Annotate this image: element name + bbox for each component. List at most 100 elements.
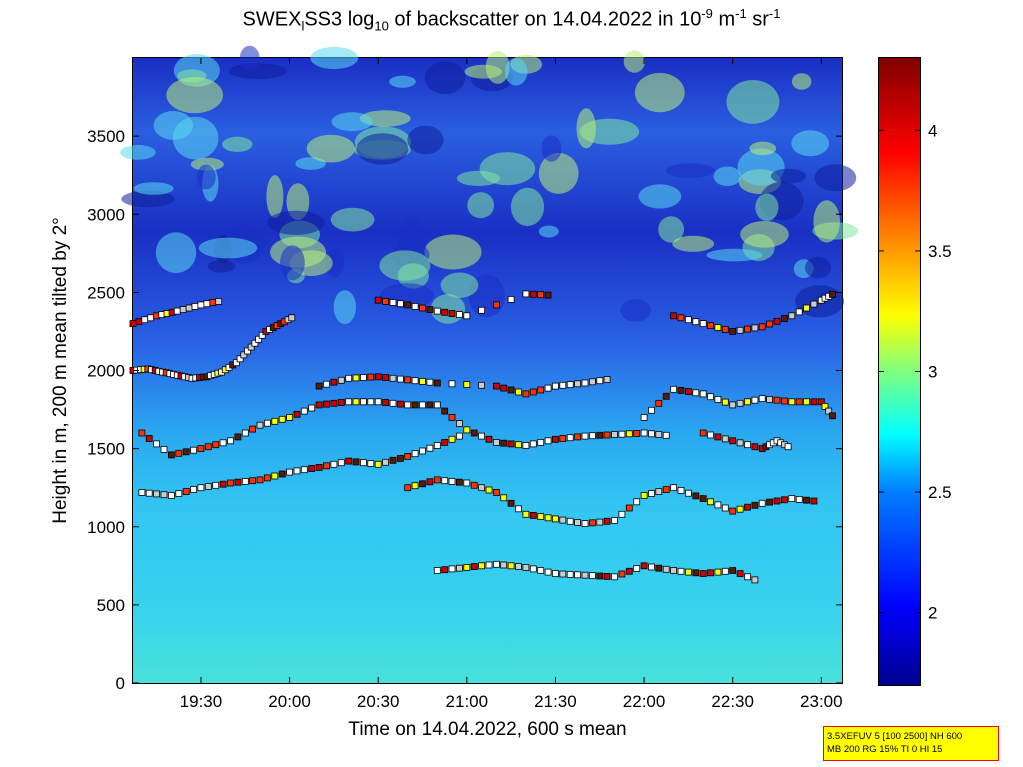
layer-marker — [426, 444, 434, 452]
layer-marker — [596, 377, 604, 385]
layer-marker — [581, 432, 589, 440]
layer-marker — [492, 438, 500, 446]
layer-marker — [537, 386, 545, 394]
layer-marker — [648, 406, 655, 414]
layer-marker — [544, 291, 552, 299]
layer-marker — [359, 459, 367, 467]
layer-marker — [773, 317, 781, 325]
layer-marker — [707, 322, 714, 330]
layer-marker — [241, 477, 249, 485]
layer-marker — [129, 320, 137, 328]
backscatter-patch — [706, 248, 763, 262]
backscatter-patch — [813, 200, 840, 243]
layer-marker — [781, 315, 788, 322]
layer-marker — [455, 432, 463, 440]
layer-marker — [463, 426, 471, 434]
layer-marker — [190, 486, 198, 494]
layer-marker — [685, 388, 692, 396]
layer-marker — [141, 316, 149, 324]
layer-marker — [795, 308, 803, 316]
layer-marker — [278, 470, 286, 478]
layer-marker — [552, 515, 559, 523]
layer-marker — [219, 480, 227, 488]
info-line-2: MB 200 RG 15% TI 0 HI 15 — [827, 744, 943, 755]
layer-marker — [411, 482, 419, 490]
layer-marker — [670, 567, 677, 574]
layer-marker — [433, 401, 441, 409]
layer-marker — [182, 488, 190, 496]
layer-marker — [829, 290, 836, 298]
layer-marker — [611, 573, 618, 581]
backscatter-patch — [356, 133, 409, 165]
layer-marker — [699, 495, 707, 503]
layer-marker — [507, 440, 515, 448]
layer-marker — [522, 290, 530, 298]
layer-marker — [611, 431, 618, 439]
backscatter-patch — [576, 108, 596, 149]
title-subscript: 10 — [374, 18, 389, 34]
layer-marker — [396, 300, 404, 308]
layer-marker — [345, 398, 353, 406]
backscatter-patch — [190, 157, 224, 171]
layer-marker — [455, 420, 463, 428]
layer-marker — [559, 516, 567, 524]
backscatter-patch — [133, 182, 174, 195]
layer-marker — [618, 430, 626, 438]
layer-marker — [640, 413, 648, 421]
backscatter-patch — [440, 272, 479, 298]
layer-marker — [337, 459, 345, 467]
layer-marker — [589, 432, 596, 440]
layer-marker — [227, 437, 234, 445]
layer-marker — [470, 429, 478, 437]
layer-marker — [566, 381, 574, 389]
layer-marker — [492, 301, 500, 309]
layer-marker — [751, 443, 759, 451]
layer-marker — [766, 498, 773, 506]
title-part: SWEX — [242, 8, 302, 31]
layer-marker — [251, 339, 259, 347]
layer-marker — [197, 301, 205, 309]
layer-marker — [234, 433, 242, 441]
layer-marker — [204, 443, 212, 451]
layer-marker — [337, 376, 345, 384]
layer-marker — [389, 399, 397, 407]
colorbar-tick-label: 2.5 — [928, 483, 952, 502]
layer-marker — [179, 306, 187, 314]
layer-marker — [145, 489, 153, 497]
layer-marker — [522, 390, 530, 398]
layer-marker — [286, 468, 294, 476]
layer-marker — [751, 576, 759, 584]
layer-marker — [655, 488, 663, 496]
title-part: sr — [746, 8, 769, 31]
backscatter-patch — [198, 237, 258, 259]
layer-marker — [633, 565, 641, 572]
backscatter-patch — [267, 210, 325, 235]
layer-marker — [707, 393, 714, 401]
layer-marker — [522, 510, 530, 518]
layer-marker — [744, 441, 751, 449]
layer-marker — [433, 476, 441, 484]
layer-marker — [197, 484, 205, 492]
layer-marker — [359, 398, 367, 406]
layer-marker — [788, 312, 796, 320]
layer-marker — [677, 386, 685, 394]
layer-marker — [236, 355, 244, 363]
layer-marker — [411, 450, 419, 458]
layer-marker — [247, 343, 255, 351]
layer-marker — [293, 467, 301, 475]
layer-marker — [773, 396, 781, 404]
layer-marker — [559, 435, 567, 442]
y-tick-label: 2500 — [87, 283, 125, 302]
layer-marker — [404, 301, 412, 309]
layer-marker — [529, 440, 537, 448]
layer-marker — [810, 398, 818, 406]
layer-marker — [323, 462, 330, 470]
title-superscript: -1 — [768, 6, 781, 21]
layer-marker — [396, 400, 404, 408]
layer-marker — [411, 401, 419, 409]
layer-marker — [507, 295, 515, 303]
layer-marker — [744, 325, 751, 333]
layer-marker — [441, 407, 449, 415]
layer-marker — [529, 565, 537, 573]
